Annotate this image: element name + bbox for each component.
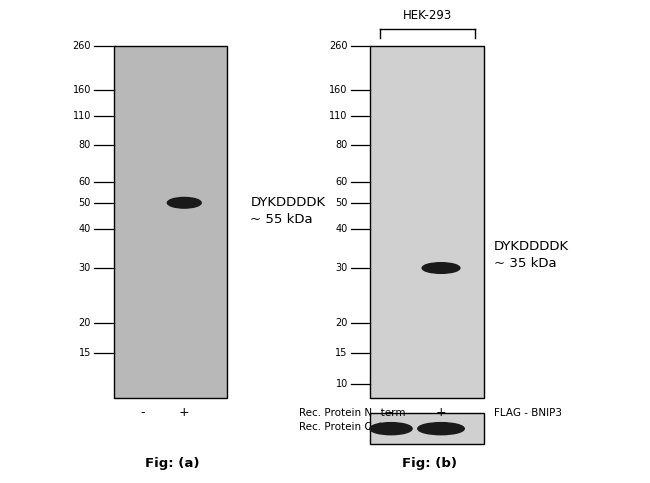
Text: 10: 10 — [335, 379, 348, 389]
Text: 20: 20 — [335, 318, 348, 327]
Bar — [370, 413, 484, 444]
Text: +: + — [179, 407, 190, 419]
Text: 160: 160 — [73, 85, 91, 95]
Text: ~ 55 kDa: ~ 55 kDa — [250, 213, 313, 226]
Text: ~ 35 kDa: ~ 35 kDa — [494, 257, 556, 270]
Text: DYKDDDDK: DYKDDDDK — [250, 197, 326, 209]
Text: 50: 50 — [335, 198, 348, 208]
Text: 40: 40 — [79, 224, 91, 234]
Text: 30: 30 — [79, 263, 91, 273]
Text: -: - — [389, 407, 393, 419]
Ellipse shape — [422, 263, 460, 273]
Text: 110: 110 — [330, 112, 348, 121]
Text: 160: 160 — [330, 85, 348, 95]
Text: Rec. Protein N –term: Rec. Protein N –term — [299, 408, 406, 418]
Text: DYKDDDDK: DYKDDDDK — [494, 240, 569, 253]
Bar — [370, 46, 484, 398]
Text: 80: 80 — [335, 140, 348, 150]
Text: 60: 60 — [79, 177, 91, 186]
Text: Fig: (a): Fig: (a) — [145, 457, 200, 470]
Text: 15: 15 — [79, 348, 91, 357]
Text: +: + — [436, 407, 447, 419]
Text: Rec. Protein C- term: Rec. Protein C- term — [299, 423, 404, 432]
Text: 20: 20 — [79, 318, 91, 327]
Text: 50: 50 — [79, 198, 91, 208]
Text: 30: 30 — [335, 263, 348, 273]
Ellipse shape — [167, 198, 202, 208]
Text: 260: 260 — [73, 41, 91, 51]
Text: 15: 15 — [335, 348, 348, 357]
Ellipse shape — [418, 423, 464, 435]
Text: 40: 40 — [335, 224, 348, 234]
Ellipse shape — [370, 423, 412, 435]
Bar — [114, 46, 227, 398]
Text: Fig: (b): Fig: (b) — [402, 457, 456, 470]
Text: HEK-293: HEK-293 — [403, 9, 452, 22]
Text: -: - — [140, 407, 144, 419]
Text: 110: 110 — [73, 112, 91, 121]
Text: 80: 80 — [79, 140, 91, 150]
Text: FLAG - BNIP3: FLAG - BNIP3 — [494, 408, 562, 418]
Text: 260: 260 — [330, 41, 348, 51]
Text: 60: 60 — [335, 177, 348, 186]
